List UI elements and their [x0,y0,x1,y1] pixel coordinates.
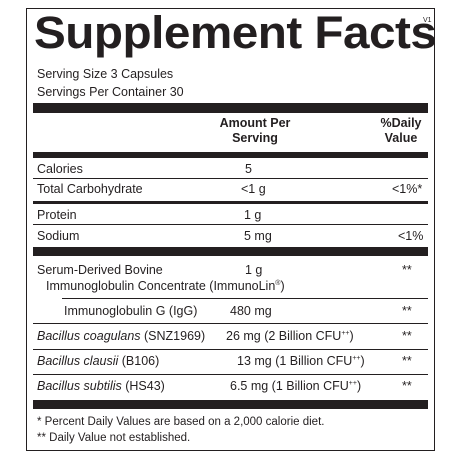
ingredient-dv: ** [402,304,412,318]
thick-rule-header [33,152,428,158]
ingredient-name-text: Immunoglobulin Concentrate (ImmunoLin [46,279,276,294]
footnote-not-established: ** Daily Value not established. [37,432,191,444]
close-paren: ) [356,379,362,394]
thick-rule-bottom [33,400,428,409]
nutrient-name: Total Carbohydrate [37,182,143,196]
row-divider [33,374,428,375]
row-divider-indented [62,298,428,299]
amount-per-serving-header: Amount Per Serving [205,116,305,146]
daily-value-header: %Daily Value [371,116,431,146]
nutrient-name: Sodium [37,229,80,243]
medium-rule [33,201,428,204]
ingredient-name: Serum-Derived Bovine [37,263,163,277]
probiotic-amount-text: 13 mg (1 Billion CFU [237,354,353,369]
nutrient-dv: <1%* [392,182,423,196]
thick-rule-top [33,103,428,113]
probiotic-amount: 13 mg (1 Billion CFU++) [237,355,365,368]
row-divider [33,349,428,350]
panel-title: Supplement Facts [34,7,437,58]
probiotic-dv: ** [402,354,412,368]
plus-marks: ++ [348,380,357,387]
supplement-facts-panel [26,8,435,451]
plus-marks: ++ [341,330,350,337]
plus-marks: ++ [352,355,361,362]
probiotic-amount: 6.5 mg (1 Billion CFU++) [230,380,361,393]
probiotic-name: Bacillus clausii (B106) [37,355,159,368]
probiotic-amount-text: 26 mg (2 Billion CFU [226,329,342,344]
nutrient-name: Calories [37,162,83,176]
registered-mark: ® [275,280,281,287]
ingredient-name-line2: Immunoglobulin Concentrate (ImmunoLin®) [46,280,285,293]
ingredient-amount: 1 g [245,263,263,277]
nutrient-amount: <1 g [241,182,266,196]
nutrient-amount: 1 g [244,208,262,222]
nutrient-name: Protein [37,208,77,222]
row-divider [33,178,428,179]
nutrient-amount: 5 mg [244,229,272,243]
ingredient-name: Immunoglobulin G (IgG) [64,304,198,318]
nutrient-amount: 5 [245,162,252,176]
probiotic-dv: ** [402,379,412,393]
close-paren: ) [349,329,354,344]
thick-rule-middle [33,247,428,256]
footnote-percent-dv: * Percent Daily Values are based on a 2,… [37,416,325,428]
probiotic-species: Bacillus subtilis [37,379,122,393]
version-label: V1 [423,17,432,24]
probiotic-name: Bacillus subtilis (HS43) [37,380,165,393]
dv-header-line1: %Daily [380,116,422,130]
probiotic-strain: (SNZ1969) [140,329,206,343]
probiotic-amount-text: 6.5 mg (1 Billion CFU [230,379,349,394]
probiotic-species: Bacillus clausii [37,354,119,368]
dv-header-line2: Value [384,131,418,145]
nutrient-dv: <1% [398,229,424,243]
ingredient-dv: ** [402,263,412,277]
probiotic-name: Bacillus coagulans (SNZ1969) [37,330,205,343]
probiotic-strain: (HS43) [121,379,165,393]
close-paren: ) [360,354,365,369]
amount-header-line2: Serving [232,131,278,145]
ingredient-amount: 480 mg [230,304,272,318]
probiotic-dv: ** [402,329,412,343]
row-divider [33,323,428,324]
row-divider [33,224,428,225]
probiotic-amount: 26 mg (2 Billion CFU++) [226,330,354,343]
servings-per-container: Servings Per Container 30 [37,85,184,99]
probiotic-species: Bacillus coagulans [37,329,141,343]
serving-size: Serving Size 3 Capsules [37,67,174,81]
probiotic-strain: (B106) [118,354,160,368]
close-paren: ) [280,279,285,294]
amount-header-line1: Amount Per [219,116,291,130]
